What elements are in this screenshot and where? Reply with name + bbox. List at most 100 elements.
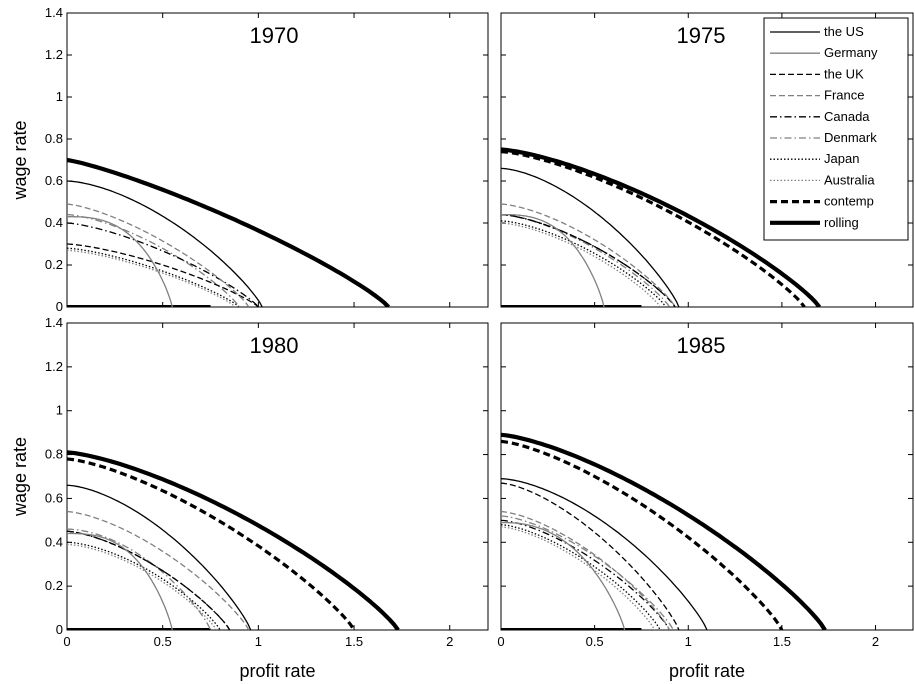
panel-title: 1980 [250,333,299,358]
x-tick-label: 0.5 [586,634,604,649]
series-australia [501,222,661,307]
legend-item-rolling: rolling [770,215,859,230]
series-australia [67,543,217,630]
x-tick-label: 1 [255,634,262,649]
legend-label: contemp [824,194,874,209]
series-rolling [67,450,400,630]
y-axis-label: wage rate [10,437,30,517]
series-rolling [67,157,391,307]
y-tick-label: 1.2 [45,47,63,62]
y-tick-label: 0.8 [45,131,63,146]
y-tick-label: 1 [56,89,63,104]
x-tick-label: 0 [63,634,70,649]
x-tick-label: 0.5 [154,634,172,649]
series-the-us [501,478,708,630]
legend-item-the-us: the US [770,24,864,39]
panel-title: 1970 [250,23,299,48]
y-tick-label: 0.6 [45,173,63,188]
y-tick-label: 0.4 [45,534,63,549]
series-denmark [67,213,240,307]
series-canada [67,530,231,630]
curves [501,432,827,630]
series-the-us [67,180,263,307]
panel-frame [66,12,489,308]
panel-1970: 0 0.2 0.4 0.6 0.8 1 1.2 1.4 1970 wage rate [10,5,489,314]
series-rolling [501,147,822,307]
x-tick-label: 1 [685,634,692,649]
series-the-us [67,484,252,630]
legend-label: Japan [824,151,859,166]
x-tick-label: 2 [446,634,453,649]
series-the-uk [67,243,259,307]
legend-label: Germany [824,45,878,60]
series-contemp [501,439,784,630]
y-tick-label: 0.8 [45,447,63,462]
series-france [501,510,671,630]
panel-1985: 0 0.5 1 1.5 2 1985 profit rate [497,322,914,681]
legend-label: the UK [824,66,864,81]
legend-label: Denmark [824,130,877,145]
series-the-us [501,167,680,307]
y-tick-label: 1 [56,403,63,418]
legend-label: Australia [824,172,875,187]
series-japan [67,247,240,307]
series-australia [67,249,236,307]
legend: the US Germany the UK France Canada Denmark Ja… [763,17,909,241]
panel-title: 1975 [677,23,726,48]
legend-label: France [824,88,864,103]
panel-frame [66,322,489,631]
series-contemp [501,150,806,307]
y-axis-label: wage rate [10,120,30,200]
legend-label: the US [824,24,864,39]
series-the-uk [67,530,231,630]
series-the-uk [501,213,676,307]
series-canada [67,222,259,307]
y-tick-label: 0.4 [45,215,63,230]
series-germany [501,213,605,307]
series-france [67,510,250,630]
y-tick-label: 0.2 [45,257,63,272]
legend-item-france: France [770,88,864,103]
series-rolling [501,432,827,630]
panel-title: 1985 [677,333,726,358]
series-germany [501,521,626,630]
legend-item-the-uk: the UK [770,66,864,81]
series-contemp [67,457,356,630]
x-axis-label: profit rate [239,661,315,681]
legend-label: rolling [824,215,859,230]
legend-item-japan: Japan [770,151,859,166]
curves [67,157,391,307]
panel-1980: 0 0.5 1 1.5 2 0 0.2 0.4 0.6 0.8 1 1.2 1.4 1980 wage ra… [10,315,489,681]
series-france [67,203,250,307]
y-tick-label: 0.6 [45,490,63,505]
x-tick-label: 1.5 [773,634,791,649]
x-tick-label: 0 [497,634,504,649]
x-axis-label: profit rate [669,661,745,681]
legend-item-australia: Australia [770,172,875,187]
series-japan [501,220,667,307]
series-germany [67,532,173,630]
curves [501,147,822,307]
legend-item-germany: Germany [770,45,878,60]
series-canada [501,519,671,630]
legend-item-contemp: contemp [770,194,874,209]
panels-group: 0 0.2 0.4 0.6 0.8 1 1.2 1.4 1970 wage rate 1975 0 0.… [10,5,914,681]
series-the-uk [501,482,680,630]
legend-item-canada: Canada [770,109,870,124]
y-tick-label: 0 [56,299,63,314]
y-tick-label: 0 [56,622,63,637]
y-tick-label: 1.4 [45,5,63,20]
series-japan [501,524,661,630]
y-tick-label: 0.2 [45,578,63,593]
series-germany [67,216,173,307]
x-tick-label: 2 [872,634,879,649]
legend-item-denmark: Denmark [770,130,877,145]
x-tick-label: 1.5 [345,634,363,649]
legend-label: Canada [824,109,870,124]
y-tick-label: 1.2 [45,359,63,374]
series-france [501,203,676,307]
panel-frame [500,322,914,631]
series-denmark [501,213,671,307]
series-denmark [501,515,674,630]
